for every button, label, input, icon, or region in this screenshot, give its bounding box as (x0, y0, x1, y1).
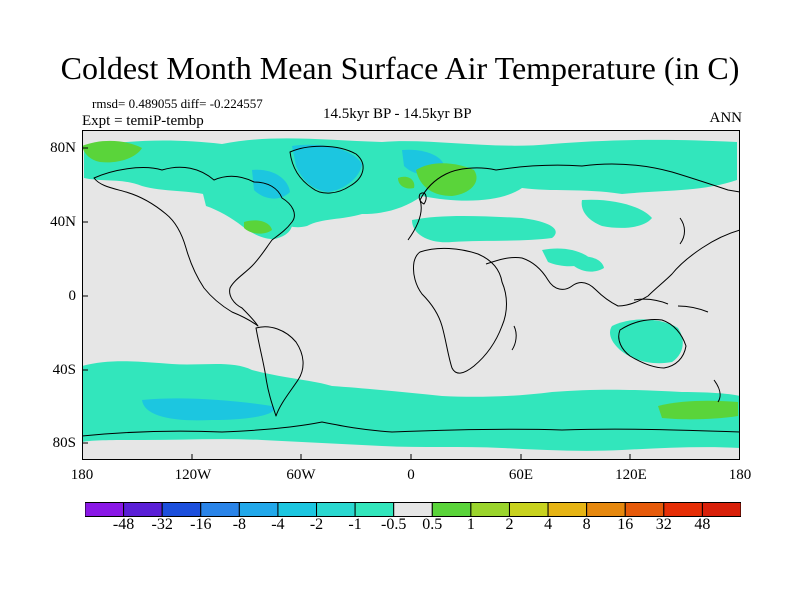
tasman-warm-region (658, 400, 738, 420)
colorbar-box-0 (85, 502, 125, 517)
tick-marks (82, 147, 631, 460)
colorbar-label: 1 (466, 516, 475, 533)
colorbar-box-7 (354, 502, 395, 517)
lon-tick-180w: 180 (70, 467, 94, 483)
australia-cyan-region (610, 319, 683, 364)
season-label: ANN (709, 110, 743, 126)
madagascar-coast (511, 325, 517, 351)
southern-ocean-cyan-band (82, 361, 740, 451)
colorbar-box-15 (663, 502, 703, 517)
hudson-cold-core (252, 169, 290, 199)
colorbar-box-4 (238, 502, 279, 517)
experiment-label: Expt = temiP-tembp (82, 113, 204, 129)
antarctica-coast (82, 421, 740, 437)
east-asia-cyan-region (581, 199, 652, 228)
southern-ocean-cold-core (142, 398, 274, 421)
south-america-coast (255, 326, 304, 417)
lon-tick-180e: 180 (728, 467, 752, 483)
colorbar-label: -48 (112, 516, 135, 533)
lat-tick-80n: 80N (50, 140, 76, 156)
colorbar-label: -4 (271, 516, 285, 533)
colorbar-box-13 (586, 502, 626, 517)
lon-tick-60e: 60E (508, 467, 534, 483)
colorbar-box-10 (470, 502, 510, 517)
australia-coast (618, 319, 687, 369)
colorbar-box-5 (277, 502, 318, 517)
colorbar-label: 32 (655, 516, 672, 533)
stronger-cold-shading (142, 144, 445, 421)
africa-coast (413, 247, 507, 374)
colorbar (85, 502, 741, 517)
lon-tick-120w: 120W (174, 467, 212, 483)
colorbar-label: -16 (190, 516, 212, 533)
lon-tick-120e: 120E (615, 467, 647, 483)
colorbar-box-6 (316, 502, 356, 517)
lon-tick-60w: 60W (286, 467, 316, 483)
colorbar-label: -8 (232, 516, 247, 533)
colorbar-label: 16 (617, 516, 634, 533)
greenland-cold-core (292, 144, 362, 192)
map-panel (82, 130, 740, 460)
indonesia-coast (633, 298, 709, 313)
warm-anomaly-shading (82, 140, 738, 420)
north-america-coast (93, 166, 295, 327)
colorbar-box-2 (161, 502, 202, 517)
colorbar-label: 2 (505, 516, 514, 533)
colorbar-label: 8 (582, 516, 591, 533)
colorbar-label: 0.5 (422, 516, 443, 533)
colorbar-label: -2 (309, 516, 324, 533)
colorbar-label: -1 (348, 516, 362, 533)
colorbar-label: 4 (544, 516, 553, 533)
colorbar-box-12 (547, 502, 588, 517)
lat-tick-0: 0 (68, 288, 77, 304)
south-asia-cyan-region (572, 256, 604, 272)
colorbar-box-11 (508, 502, 549, 517)
coastlines (82, 145, 740, 437)
alaska-warm-region (82, 140, 142, 163)
new-zealand-coast (713, 379, 721, 403)
colorbar-box-1 (123, 502, 163, 517)
period-label: 14.5kyr BP - 14.5kyr BP (323, 106, 472, 122)
labrador-warm-region (244, 220, 272, 234)
temperature-map (82, 130, 740, 460)
lat-tick-40n: 40N (50, 214, 76, 230)
lon-tick-0: 0 (407, 467, 415, 483)
lat-tick-40s: 40S (52, 362, 76, 378)
lat-tick-80s: 80S (52, 435, 76, 451)
uk-coast (418, 192, 427, 205)
colorbar-label: 48 (694, 516, 711, 533)
colorbar-box-9 (431, 502, 472, 517)
colorbar-box-14 (624, 502, 665, 517)
colorbar-box-3 (200, 502, 240, 517)
greenland-coast (289, 145, 364, 194)
barents-warm-region (398, 176, 415, 189)
colorbar-label: -0.5 (381, 516, 407, 533)
asia-cyan-region (412, 216, 556, 243)
colorbar-box-16 (701, 502, 741, 517)
stats-label: rmsd= 0.489055 diff= -0.224557 (92, 96, 263, 111)
east-europe-warm-region (416, 163, 477, 196)
japan-coast (679, 217, 685, 245)
plot-title: Coldest Month Mean Surface Air Temperatu… (60, 50, 740, 86)
colorbar-label: -32 (151, 516, 173, 533)
colorbar-box-8 (393, 502, 433, 517)
